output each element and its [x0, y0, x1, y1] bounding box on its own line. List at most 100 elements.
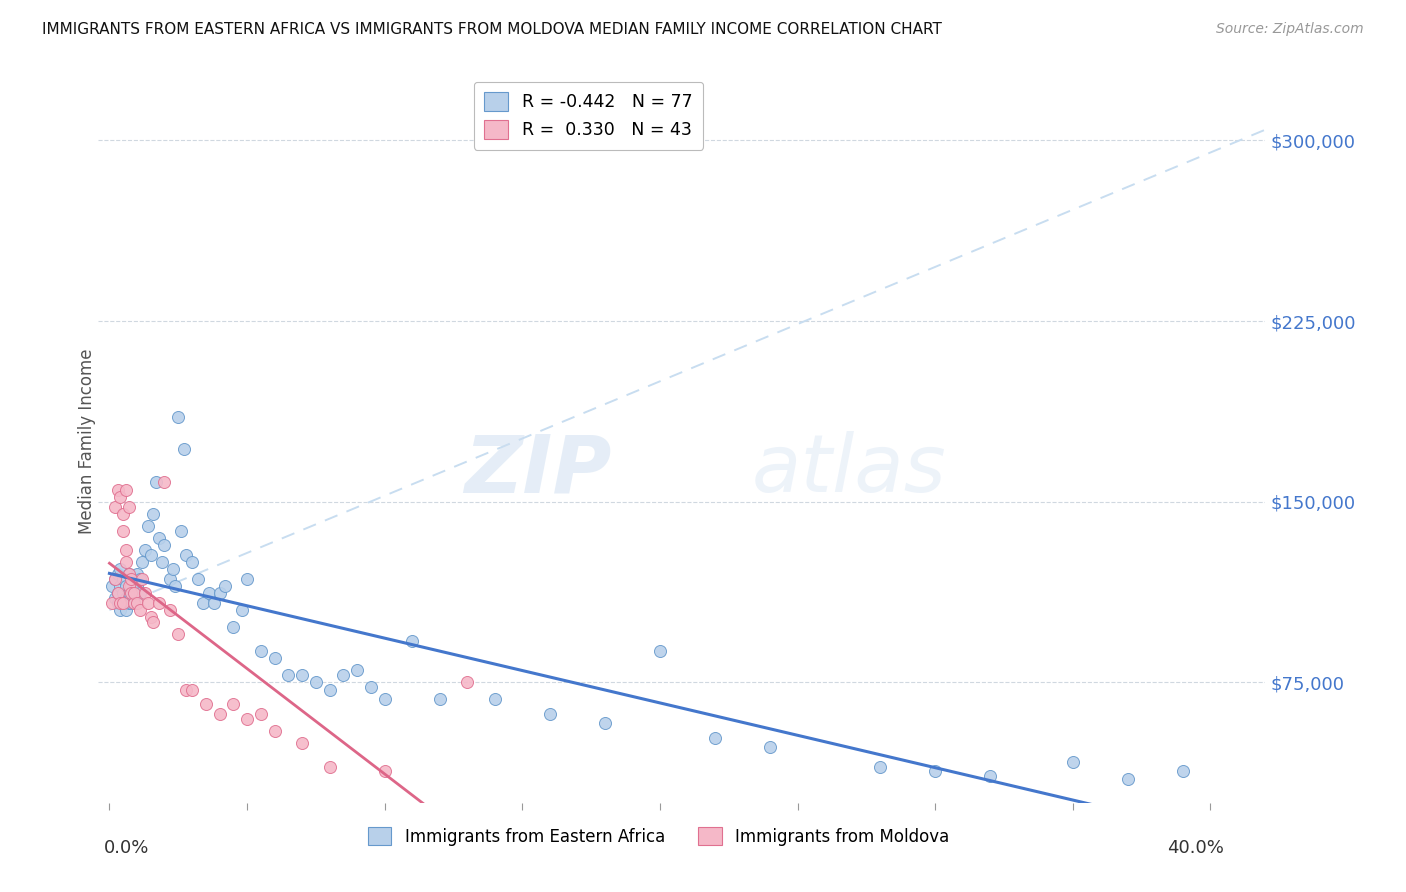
Point	[107, 567, 129, 582]
Point	[374, 692, 396, 706]
Point	[110, 603, 132, 617]
Point	[115, 603, 138, 617]
Point	[401, 634, 423, 648]
Point	[122, 596, 145, 610]
Point	[162, 562, 184, 576]
Point	[107, 586, 129, 600]
Point	[869, 760, 891, 774]
Point	[139, 548, 162, 562]
Point	[122, 596, 145, 610]
Point	[101, 596, 124, 610]
Point	[208, 586, 231, 600]
Point	[153, 538, 176, 552]
Point	[122, 586, 145, 600]
Point	[176, 548, 198, 562]
Point	[263, 723, 285, 738]
Point	[112, 524, 135, 538]
Point	[360, 680, 382, 694]
Point	[125, 579, 148, 593]
Point	[134, 586, 156, 600]
Point	[139, 610, 162, 624]
Point	[648, 644, 671, 658]
Point	[128, 603, 150, 617]
Point	[176, 682, 198, 697]
Point	[222, 620, 245, 634]
Text: 0.0%: 0.0%	[104, 838, 149, 857]
Point	[249, 644, 271, 658]
Point	[120, 591, 142, 606]
Point	[107, 586, 129, 600]
Point	[107, 483, 129, 497]
Point	[112, 572, 135, 586]
Point	[150, 555, 173, 569]
Point	[128, 586, 150, 600]
Point	[104, 572, 127, 586]
Point	[128, 572, 150, 586]
Point	[979, 769, 1001, 783]
Point	[231, 603, 253, 617]
Point	[1116, 772, 1139, 786]
Point	[118, 596, 141, 610]
Point	[181, 555, 204, 569]
Point	[703, 731, 725, 745]
Point	[148, 531, 170, 545]
Point	[136, 596, 159, 610]
Point	[115, 555, 138, 569]
Point	[222, 697, 245, 711]
Text: 40.0%: 40.0%	[1167, 838, 1225, 857]
Point	[118, 567, 141, 582]
Point	[112, 596, 135, 610]
Point	[118, 579, 141, 593]
Text: IMMIGRANTS FROM EASTERN AFRICA VS IMMIGRANTS FROM MOLDOVA MEDIAN FAMILY INCOME C: IMMIGRANTS FROM EASTERN AFRICA VS IMMIGR…	[42, 22, 942, 37]
Point	[291, 668, 314, 682]
Point	[170, 524, 193, 538]
Point	[104, 500, 127, 514]
Point	[131, 572, 153, 586]
Text: Source: ZipAtlas.com: Source: ZipAtlas.com	[1216, 22, 1364, 37]
Point	[249, 706, 271, 721]
Point	[194, 697, 217, 711]
Point	[115, 483, 138, 497]
Point	[110, 596, 132, 610]
Point	[214, 579, 236, 593]
Point	[131, 555, 153, 569]
Point	[165, 579, 187, 593]
Point	[134, 542, 156, 557]
Point	[924, 764, 946, 779]
Point	[145, 475, 167, 490]
Point	[148, 596, 170, 610]
Y-axis label: Median Family Income: Median Family Income	[79, 349, 96, 534]
Point	[332, 668, 354, 682]
Point	[112, 507, 135, 521]
Point	[305, 675, 328, 690]
Point	[173, 442, 195, 456]
Point	[181, 682, 204, 697]
Point	[120, 596, 142, 610]
Point	[104, 591, 127, 606]
Point	[593, 716, 616, 731]
Point	[115, 542, 138, 557]
Point	[277, 668, 299, 682]
Point	[142, 615, 165, 630]
Point	[104, 572, 127, 586]
Point	[159, 603, 181, 617]
Point	[191, 596, 214, 610]
Point	[115, 579, 138, 593]
Point	[538, 706, 561, 721]
Point	[122, 586, 145, 600]
Point	[142, 507, 165, 521]
Point	[125, 567, 148, 582]
Point	[118, 586, 141, 600]
Point	[759, 740, 782, 755]
Text: atlas: atlas	[752, 432, 946, 509]
Point	[202, 596, 225, 610]
Point	[115, 591, 138, 606]
Point	[112, 596, 135, 610]
Point	[120, 579, 142, 593]
Point	[159, 572, 181, 586]
Point	[186, 572, 208, 586]
Point	[208, 706, 231, 721]
Point	[110, 579, 132, 593]
Point	[318, 682, 340, 697]
Legend: Immigrants from Eastern Africa, Immigrants from Moldova: Immigrants from Eastern Africa, Immigran…	[359, 817, 959, 856]
